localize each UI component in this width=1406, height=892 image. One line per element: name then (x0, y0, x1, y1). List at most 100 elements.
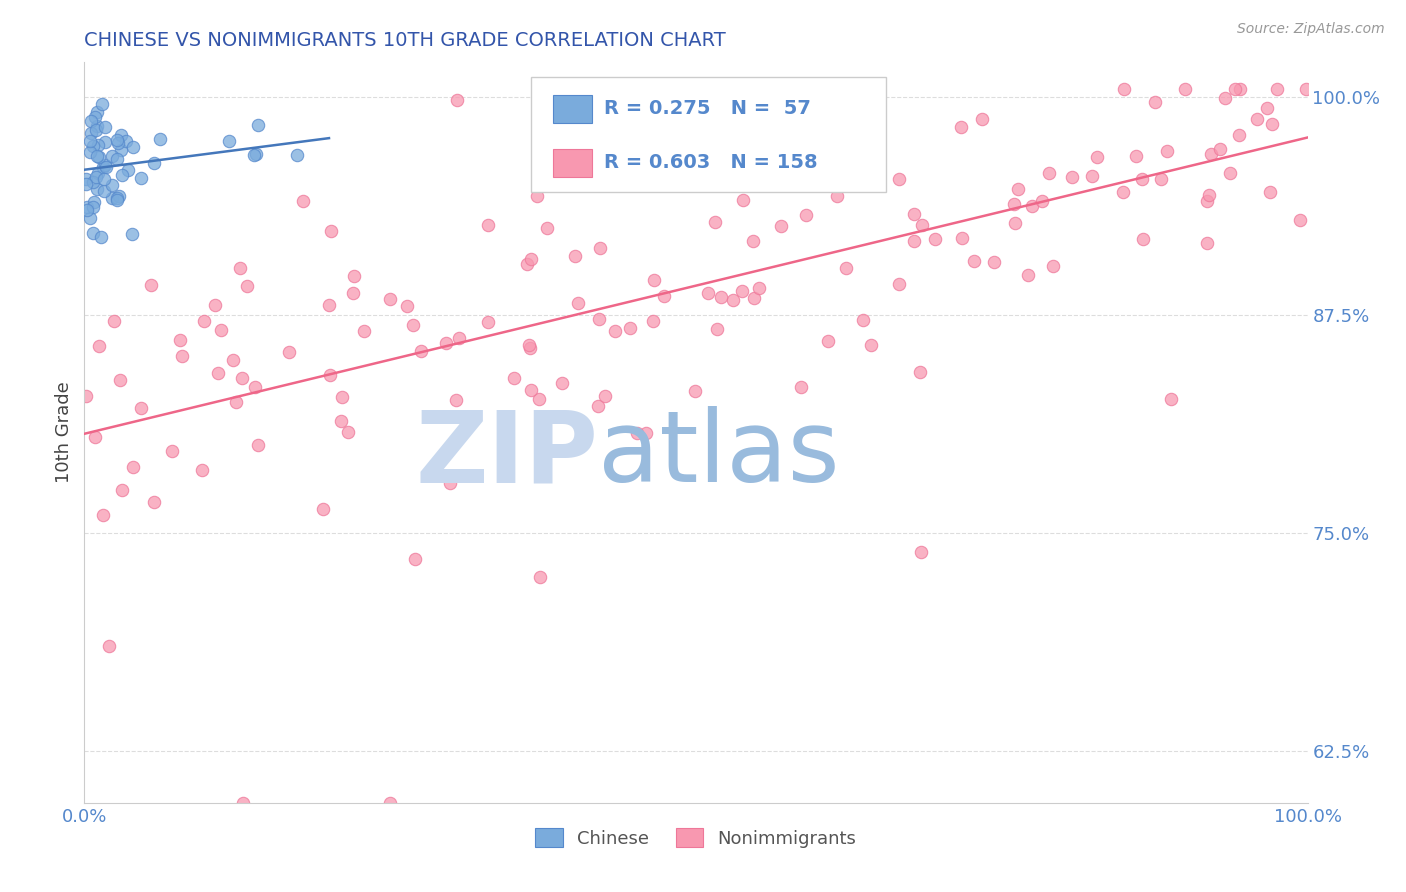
Point (949, 120, 972, 134)
Point (380, 796, 402, 810)
Point (1261, 116, 1284, 130)
Point (643, 273, 665, 287)
Point (903, 235, 925, 249)
Point (910, 545, 932, 559)
Point (160, 443, 183, 458)
Point (91, 96, 114, 111)
Point (105, 193, 128, 207)
Point (232, 796, 254, 810)
Point (811, 98, 834, 112)
Point (526, 189, 548, 203)
Point (143, 156, 166, 170)
Point (790, 380, 813, 394)
Point (652, 289, 675, 303)
Point (903, 207, 925, 221)
Point (75, 389, 97, 403)
Point (569, 155, 592, 169)
Point (108, 188, 131, 202)
Point (87, 339, 110, 353)
Point (191, 463, 214, 477)
Point (103, 314, 125, 328)
Point (1132, 171, 1154, 186)
Point (149, 132, 172, 146)
Point (683, 384, 706, 398)
Point (84, 430, 107, 444)
Point (619, 320, 641, 334)
Point (970, 112, 993, 127)
Point (131, 401, 153, 415)
Point (748, 281, 770, 295)
Point (75, 172, 97, 186)
Point (1021, 198, 1043, 212)
Point (247, 118, 270, 132)
Point (1085, 150, 1108, 164)
Point (170, 350, 193, 364)
Point (536, 221, 558, 235)
Point (93, 172, 115, 186)
Point (229, 260, 252, 275)
Point (908, 365, 931, 379)
Point (312, 502, 335, 516)
Point (121, 140, 143, 154)
Point (821, 149, 844, 163)
Point (806, 83, 828, 97)
Point (636, 426, 658, 441)
Point (91, 160, 114, 174)
Point (1198, 187, 1220, 202)
Point (434, 336, 457, 351)
Text: atlas: atlas (598, 407, 839, 503)
Point (1002, 196, 1025, 211)
FancyBboxPatch shape (531, 78, 886, 192)
Point (950, 231, 973, 245)
Point (353, 324, 375, 338)
Point (84, 169, 107, 184)
Point (204, 298, 226, 312)
Point (643, 314, 665, 328)
Point (110, 128, 132, 143)
Point (87, 137, 110, 152)
Point (110, 143, 132, 157)
Point (330, 391, 353, 405)
Text: R = 0.603   N = 158: R = 0.603 N = 158 (605, 153, 818, 172)
Point (710, 290, 733, 304)
Point (404, 552, 426, 566)
FancyBboxPatch shape (553, 149, 592, 177)
Point (292, 194, 315, 208)
Point (588, 312, 610, 326)
Point (911, 219, 934, 233)
Point (527, 392, 550, 406)
Point (564, 249, 586, 263)
Point (1114, 81, 1136, 95)
Point (245, 146, 267, 161)
Point (101, 178, 124, 193)
Point (626, 426, 648, 441)
Point (209, 323, 232, 337)
Point (1150, 171, 1173, 186)
Point (111, 168, 134, 182)
Point (731, 194, 754, 208)
Point (93, 184, 115, 198)
Point (1017, 268, 1039, 283)
Point (83, 110, 105, 124)
Point (94, 158, 117, 172)
Text: Source: ZipAtlas.com: Source: ZipAtlas.com (1237, 22, 1385, 37)
Point (439, 476, 461, 491)
Point (87, 149, 110, 163)
Point (402, 318, 425, 332)
Point (86, 123, 108, 137)
Point (1197, 236, 1219, 251)
Point (79, 145, 101, 159)
Point (1060, 170, 1083, 185)
Point (817, 334, 839, 348)
Point (278, 344, 301, 359)
Point (1038, 166, 1060, 180)
Point (1156, 144, 1178, 158)
Point (825, 189, 848, 203)
Point (107, 191, 129, 205)
Point (79, 134, 101, 148)
Point (193, 314, 215, 328)
Point (91, 508, 114, 522)
Point (444, 392, 467, 407)
Point (108, 373, 131, 387)
Point (1081, 169, 1104, 184)
